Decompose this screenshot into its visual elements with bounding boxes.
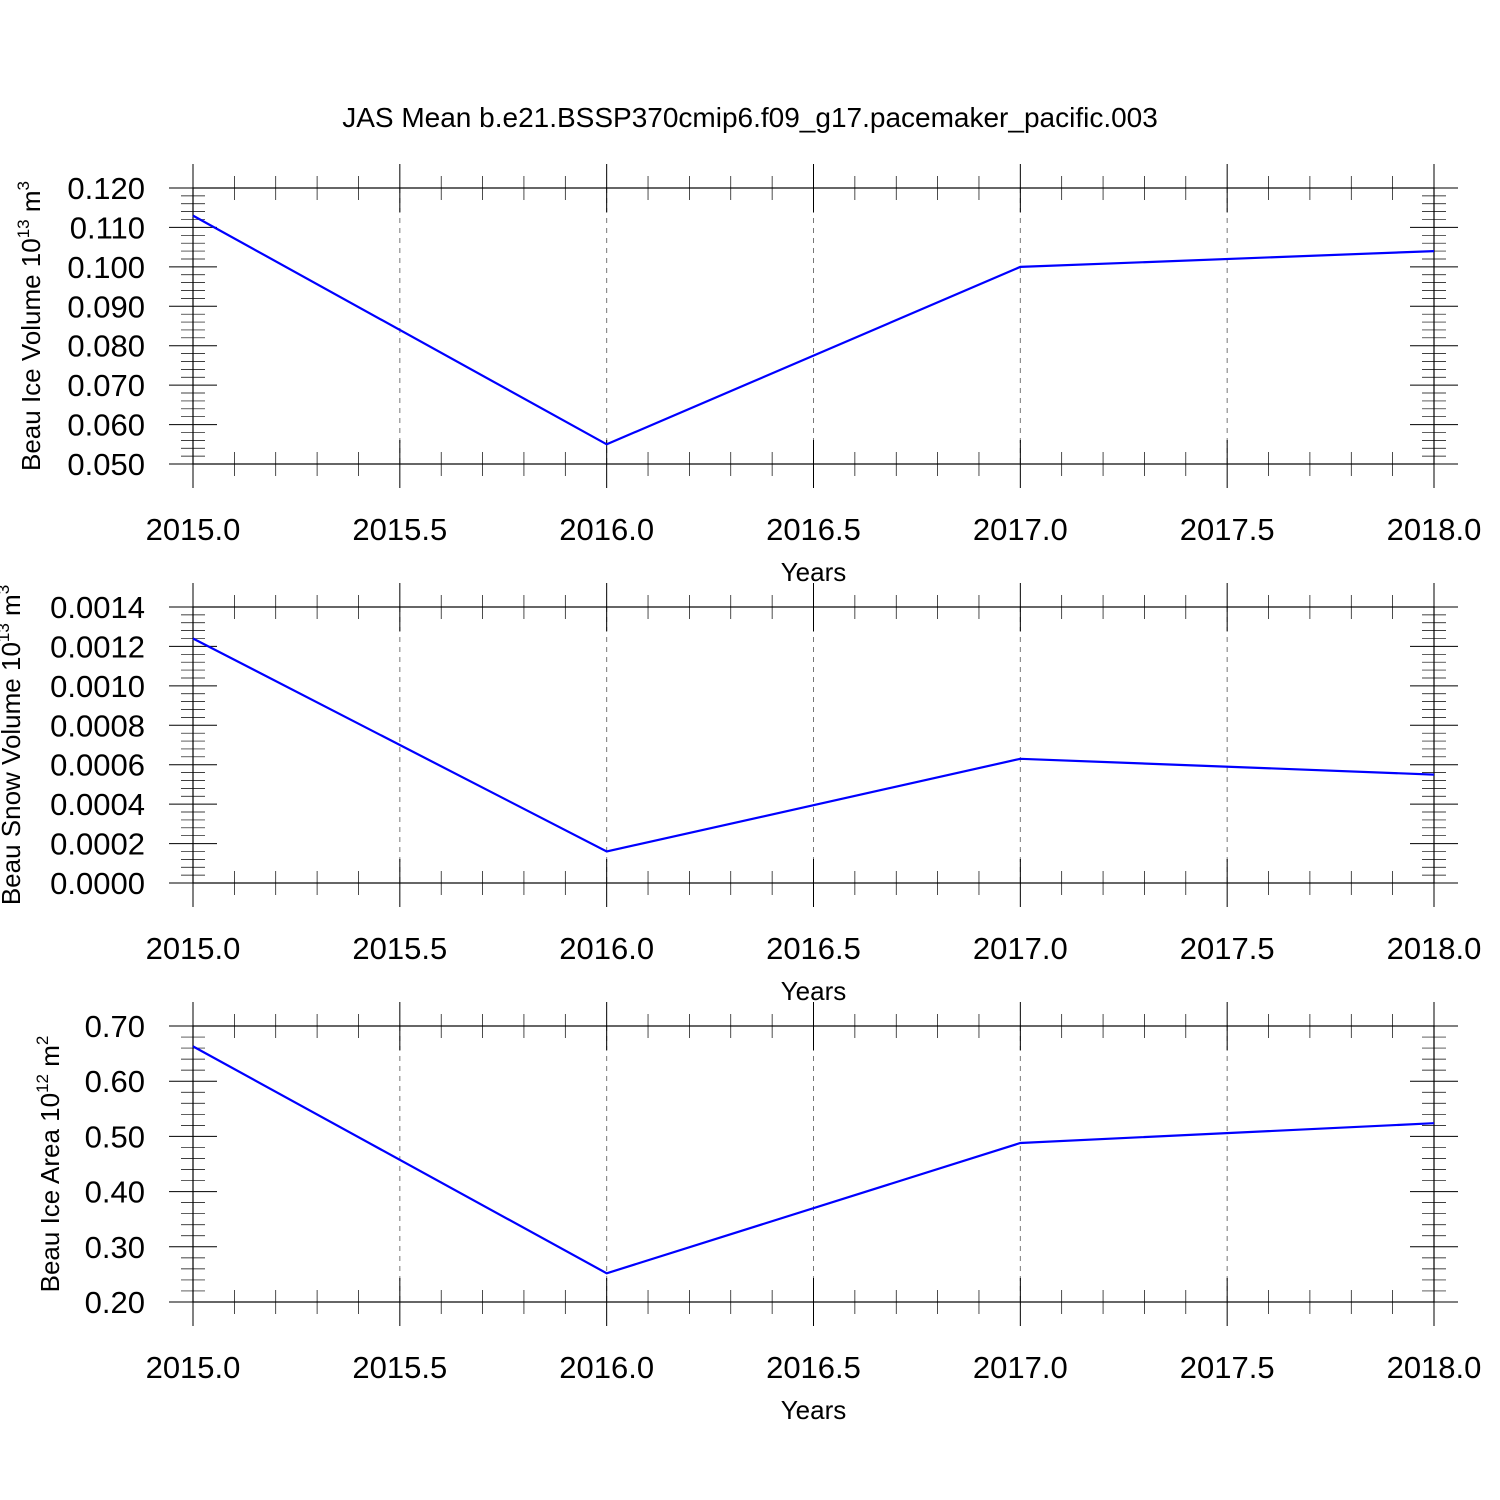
y-axis-title-superscript: 2 [33,1036,52,1045]
x-tick-label: 2016.0 [559,1350,654,1385]
series-line-1 [192,1045,1435,1275]
x-tick-label: 2015.5 [352,931,447,966]
x-tick-label: 2016.5 [766,512,861,547]
x-tick-label: 2018.0 [1387,931,1482,966]
y-tick-label: 0.0014 [50,590,145,625]
y-axis-title-part: m [16,190,46,219]
y-tick-label: 0.0006 [50,748,145,783]
y-tick-label: 0.20 [85,1285,145,1320]
x-tick-label: 2016.5 [766,1350,861,1385]
chart-panel-2: 2015.0 2015.5 2016.0 2016.5 2017.0 2017.5 2018… [0,583,1481,1006]
x-tick-label: 2017.5 [1180,512,1275,547]
y-axis-title-part: Beau Snow Volume 10 [0,642,26,905]
y-tick-label: 0.090 [67,289,145,324]
y-tick-label: 0.080 [67,329,145,364]
y-axis-title-superscript: 3 [0,585,13,594]
x-axis-title: Years [781,976,847,1006]
y-axis-title-superscript: 12 [33,1074,52,1093]
y-axis-title-part: Beau Ice Area 10 [35,1093,65,1292]
x-tick-label: 2018.0 [1387,1350,1482,1385]
y-tick-label: 0.120 [67,171,145,206]
y-axis-title: Beau Ice Volume 1013 m3 [14,181,46,471]
y-tick-label: 0.40 [85,1175,145,1210]
chart-panel-3: 2015.0 2015.5 2016.0 2016.5 2017.0 2017.5 2018… [33,1002,1481,1425]
y-tick-label: 0.0000 [50,866,145,901]
y-axis-title-part: m [35,1045,65,1074]
y-axis-title: Beau Ice Area 1012 m2 [33,1036,65,1293]
x-tick-label: 2017.0 [973,931,1068,966]
y-axis-title: Beau Snow Volume 1013 m3 [0,585,26,905]
series-line-1 [192,214,1435,446]
series-line-1 [192,637,1435,853]
x-tick-label: 2015.5 [352,1350,447,1385]
x-tick-label: 2017.5 [1180,1350,1275,1385]
x-tick-label: 2015.0 [146,512,241,547]
x-tick-label: 2017.5 [1180,931,1275,966]
x-tick-label: 2015.5 [352,512,447,547]
x-tick-label: 2016.5 [766,931,861,966]
y-axis-title-part: m [0,594,26,623]
y-tick-label: 0.0008 [50,708,145,743]
y-tick-label: 0.050 [67,447,145,482]
x-tick-label: 2015.0 [146,1350,241,1385]
y-tick-label: 0.110 [70,210,145,245]
x-axis-title: Years [781,1395,847,1425]
panels: 2015.0 2015.5 2016.0 2016.5 2017.0 2017.5 2018… [0,164,1481,1425]
x-axis-title: Years [781,557,847,587]
x-tick-label: 2018.0 [1387,512,1482,547]
y-axis-title-superscript: 13 [14,219,33,238]
y-tick-label: 0.30 [85,1230,145,1265]
x-tick-label: 2016.0 [559,512,654,547]
y-tick-label: 0.60 [85,1064,145,1099]
y-tick-label: 0.0004 [50,787,145,822]
figure-title: JAS Mean b.e21.BSSP370cmip6.f09_g17.pace… [342,102,1158,133]
x-tick-label: 2017.0 [973,512,1068,547]
y-tick-label: 0.0012 [50,629,145,664]
y-axis-title-part: Beau Ice Volume 10 [16,238,46,471]
y-axis-title-superscript: 3 [14,181,33,190]
chart-panel-1: 2015.0 2015.5 2016.0 2016.5 2017.0 2017.5 2018… [14,164,1481,587]
y-tick-label: 0.100 [67,250,145,285]
y-axis-title-superscript: 13 [0,623,13,642]
y-tick-label: 0.060 [67,408,145,443]
y-tick-label: 0.0010 [50,669,145,704]
y-tick-label: 0.70 [85,1009,145,1044]
y-tick-label: 0.0002 [50,827,145,862]
x-tick-label: 2016.0 [559,931,654,966]
x-tick-label: 2017.0 [973,1350,1068,1385]
x-tick-label: 2015.0 [146,931,241,966]
y-tick-label: 0.50 [85,1119,145,1154]
y-tick-label: 0.070 [67,368,145,403]
